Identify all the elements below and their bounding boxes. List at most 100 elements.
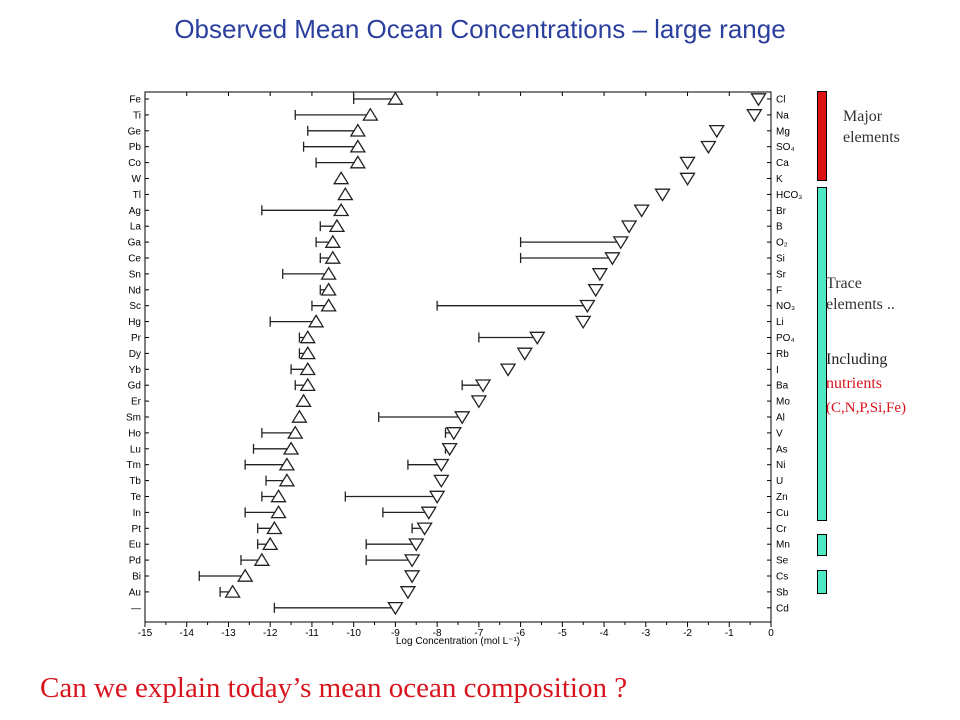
triangle-up-marker [320,282,337,296]
triangle-up-marker [320,298,337,312]
triangle-up-marker [266,520,283,535]
element-label: Er [131,397,142,408]
data-marks [198,91,767,616]
element-label: Cs [776,572,788,583]
element-label: Hg [128,317,141,328]
triangle-down-marker [470,395,488,409]
element-label: Na [776,110,789,121]
triangle-up-marker [282,441,300,455]
x-tick-label: -10 [346,628,361,639]
triangle-down-marker [420,506,437,520]
triangle-down-marker [408,538,425,552]
element-label: Al [776,413,785,424]
nutrient-list-label: (C,N,P,Si,Fe) [826,400,907,416]
x-tick-label: -11 [305,628,319,639]
triangle-down-marker [750,93,767,107]
element-label: Pb [129,142,142,153]
triangle-down-marker [428,490,446,504]
element-label: Ba [776,381,789,392]
triangle-up-marker [387,91,404,105]
element-label: NO₃ [776,301,795,312]
x-tick-label: -6 [516,628,525,639]
element-label: I [776,365,779,376]
element-label: Ti [133,110,141,121]
element-label: Yb [129,365,142,376]
trace-elements-bar-small-2 [817,570,827,594]
triangle-up-marker [299,330,316,344]
x-tick-label: -13 [221,628,236,639]
triangle-up-marker [349,139,367,153]
triangle-down-marker [654,188,671,202]
triangle-down-marker [454,411,471,425]
element-label: Ag [129,206,141,217]
left-element-labels: Fe Ti Ge Pb Co W Tl Ag La Ga Ce Sn Nd Sc Hg Pr Dy Yb Gd Er S… [126,95,149,614]
triangle-down-marker [441,442,458,457]
major-elements-label: Major elements [843,108,900,146]
x-tick-label: -4 [600,628,609,639]
triangle-up-marker [236,568,254,582]
triangle-down-marker [579,299,596,314]
triangle-down-marker [575,315,592,330]
element-label: Gd [128,381,141,392]
triangle-up-marker [349,123,367,137]
triangle-up-marker [332,171,350,185]
element-label: Ga [128,238,142,249]
element-label: V [776,428,783,439]
triangle-up-marker [224,584,241,598]
triangle-down-marker [529,331,546,345]
triangle-down-marker [433,474,450,489]
element-label: B [776,222,783,233]
triangle-up-marker [320,266,337,280]
triangle-down-marker [474,379,492,393]
x-axis: -15 -14 -13 -12 -11 -10 -9 -8 -7 -6 -5 -4 -3 -2 -1 0 [138,92,774,639]
triangle-up-marker [299,345,316,360]
plot-frame [144,91,772,623]
triangle-down-marker [633,204,650,218]
x-axis-title: Log Concentration (mol L⁻¹) [396,636,520,647]
triangle-down-marker [679,172,696,186]
element-label: Pd [129,556,141,567]
triangle-down-marker [403,554,421,568]
including-label: Including [826,351,888,368]
element-label: Eu [129,540,141,551]
element-label: F [776,285,782,296]
element-label: U [776,476,783,487]
x-tick-label: -9 [391,628,400,639]
triangle-down-marker [612,236,629,250]
element-label: Ca [776,158,789,169]
triangle-down-marker [587,283,604,298]
element-label: — [131,603,141,614]
element-label: W [132,174,142,185]
bottom-question: Can we explain today’s mean ocean compos… [40,672,628,704]
element-label: Mg [776,126,790,137]
element-label: Pt [132,524,142,535]
x-tick-label: 0 [768,628,774,639]
triangle-up-marker [287,425,304,439]
triangle-up-marker [307,314,325,328]
element-label: O₂ [776,238,788,249]
trace-elements-bar-small-1 [817,534,827,556]
triangle-up-marker [299,377,316,392]
triangle-down-marker [387,601,404,616]
x-tick-label: -2 [683,628,692,639]
trace-elements-label: Trace elements .. [826,275,895,313]
element-label: Zn [776,492,788,503]
slide-title: Observed Mean Ocean Concentrations – lar… [174,14,786,44]
x-tick-label: -3 [641,628,650,639]
triangle-down-marker [499,363,517,377]
element-label: Sn [129,269,141,280]
element-label: Dy [129,349,141,360]
triangle-up-marker [295,393,312,407]
element-label: Tl [133,190,141,201]
element-label: Cr [776,524,787,535]
triangle-up-marker [362,107,379,121]
element-label: SO₄ [776,142,795,153]
triangle-down-marker [679,156,696,171]
element-label: Cl [776,95,785,106]
triangle-up-marker [270,489,287,503]
element-label: Pr [131,333,142,344]
triangle-down-marker [620,220,638,234]
element-label: HCO₃ [776,190,802,201]
triangle-up-marker [332,202,350,217]
